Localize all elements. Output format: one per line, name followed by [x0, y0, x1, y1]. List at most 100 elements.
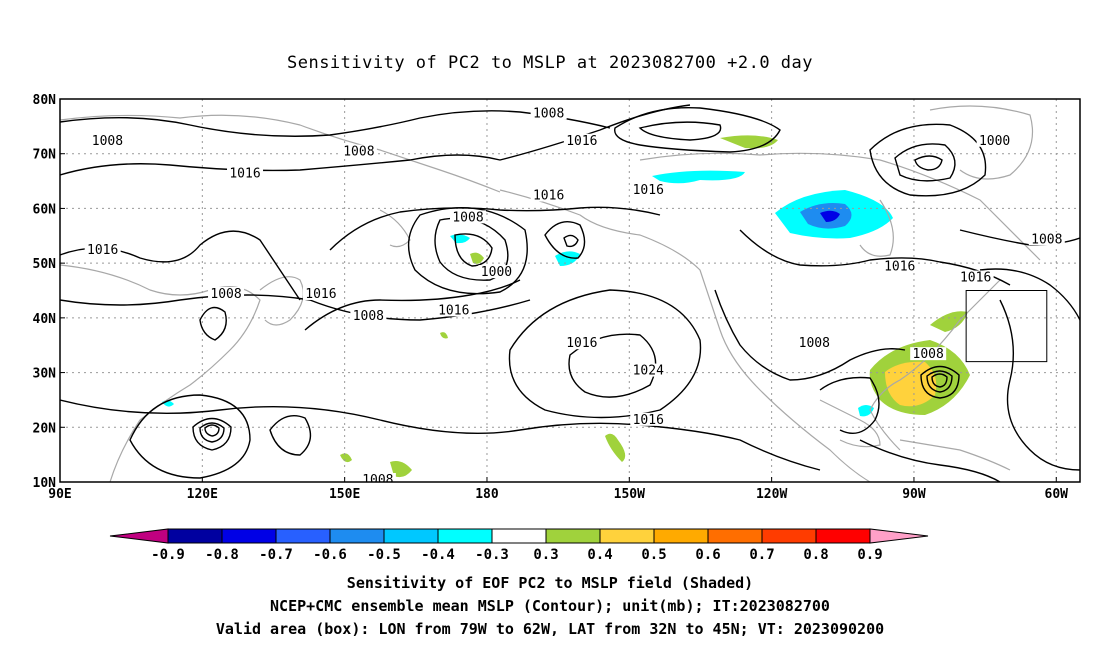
contour-label-bg — [435, 303, 472, 317]
coastlines — [60, 105, 1041, 482]
shade-cyan-gulf — [858, 405, 874, 417]
contour-ne-1016 — [979, 268, 1080, 321]
contour-wpac-1008 — [129, 394, 251, 479]
y-tick-label: 10N — [33, 476, 57, 491]
y-tick-label: 30N — [33, 367, 57, 382]
x-tick-label: 150W — [614, 487, 645, 502]
colorbar-label: -0.6 — [313, 547, 347, 563]
coast-greenland — [929, 105, 1034, 180]
contour-japan-1008 — [199, 306, 227, 341]
contour-label: 1008 — [799, 336, 830, 351]
x-tick-label: 60W — [1045, 487, 1069, 502]
x-tick-label: 120W — [756, 487, 787, 502]
contour-wpac-tc-1 — [199, 422, 225, 443]
colorbar-label: 0.9 — [857, 547, 882, 563]
contour-mid-pacific-1008 — [304, 279, 521, 331]
contour-alaska-low-2 — [563, 234, 579, 248]
contour-label: 1008 — [913, 347, 944, 362]
colorbar-label: 0.5 — [641, 547, 666, 563]
contour-label-bg — [450, 210, 486, 224]
contour-label: 1008 — [353, 309, 384, 324]
y-tick-label: 40N — [33, 312, 57, 327]
coast-caribbean — [899, 439, 1011, 471]
x-tick-label: 120E — [187, 487, 218, 502]
contour-se-atlantic — [999, 299, 1080, 471]
map-frame — [59, 98, 1081, 483]
x-tick-label: 90E — [48, 487, 71, 502]
contour-label-bg — [89, 133, 126, 147]
valid-area-box — [965, 290, 1048, 363]
y-tick-label: 70N — [33, 148, 57, 163]
colorbar-label: 0.8 — [803, 547, 828, 563]
contour-high-pacific — [508, 289, 702, 419]
colorbar-under-triangle — [109, 528, 169, 544]
contour-label-bg — [957, 270, 994, 284]
contour-west-us-1008 — [714, 289, 906, 381]
contour-arctic-high-low-1008 — [614, 106, 781, 153]
contour-low-n-pacific-2 — [454, 233, 493, 267]
caption-line-3: Valid area (box): LON from 79W to 62W, L… — [216, 620, 884, 638]
colorbar-swatch — [599, 528, 655, 544]
coast-us-east — [869, 279, 1001, 451]
shade-cyan-arctic — [652, 170, 745, 184]
contour-arctic-1016 — [60, 104, 691, 176]
colorbar-swatch — [491, 528, 547, 544]
contour-label-bg — [350, 308, 387, 322]
shade-green-small1 — [340, 453, 352, 463]
contour-label: 1008 — [362, 473, 393, 488]
contour-label-bg — [302, 286, 339, 300]
y-tick-label: 20N — [33, 421, 57, 436]
contour-label-bg — [630, 183, 667, 197]
colorbar-label: -0.4 — [421, 547, 455, 563]
colorbar-swatch — [329, 528, 385, 544]
contour-canada-1016 — [739, 229, 1011, 286]
contour-pac-small — [269, 415, 312, 456]
contour-caribbean — [859, 439, 1001, 482]
colorbar-label: -0.9 — [151, 547, 185, 563]
contour-label-bg — [910, 347, 947, 361]
contour-low-n-pacific — [434, 217, 509, 281]
colorbar-swatch — [275, 528, 331, 544]
contour-hurricane-1 — [926, 370, 953, 393]
colorbar-swatch — [167, 528, 223, 544]
contour-label: 1008 — [343, 145, 374, 160]
y-tick-label: 60N — [33, 202, 57, 217]
contour-label: 1016 — [438, 303, 469, 318]
colorbar-label: 0.4 — [587, 547, 612, 563]
contour-subtrop-1016 — [60, 294, 531, 321]
coast-kamchatka — [379, 209, 411, 248]
colorbar-swatch — [707, 528, 763, 544]
contour-alaska-low — [544, 221, 586, 259]
colorbar-label: -0.3 — [475, 547, 509, 563]
coast-asia-arctic — [60, 114, 501, 193]
contour-label: 1016 — [633, 183, 664, 198]
colorbar-swatch — [545, 528, 601, 544]
contour-label-bg — [478, 265, 515, 279]
contour-mid-lat-pac-1016 — [329, 206, 661, 251]
contour-label: 1016 — [229, 167, 260, 182]
contour-label: 1008 — [533, 106, 564, 121]
contour-label-bg — [563, 133, 600, 147]
contour-arctic-low-inner — [638, 121, 722, 141]
contour-hurricane-2 — [931, 373, 948, 388]
colorbar-over-triangle — [869, 528, 929, 544]
x-tick-label: 180 — [475, 487, 499, 502]
x-tick-label: 90W — [902, 487, 926, 502]
contour-label-bg — [359, 473, 396, 482]
contour-trop-1016 — [60, 399, 821, 471]
contour-label: 1008 — [210, 287, 241, 302]
colorbar-label: 0.3 — [533, 547, 558, 563]
caption-line-1: Sensitivity of EOF PC2 to MSLP field (Sh… — [347, 574, 753, 592]
coast-alaska — [499, 189, 871, 482]
shade-green-pacific-trop — [605, 433, 626, 462]
contour-greenland-low-3 — [914, 155, 943, 171]
contour-wpac-tc-2 — [192, 417, 232, 451]
coast-east-asia — [60, 264, 261, 482]
contour-label-bg — [563, 336, 600, 350]
y-tick-label: 80N — [33, 93, 57, 108]
colorbar-label: 0.7 — [749, 547, 774, 563]
contour-label: 1016 — [566, 134, 597, 149]
contour-greenland-low-1 — [869, 123, 987, 197]
contour-label-bg — [1028, 232, 1065, 246]
